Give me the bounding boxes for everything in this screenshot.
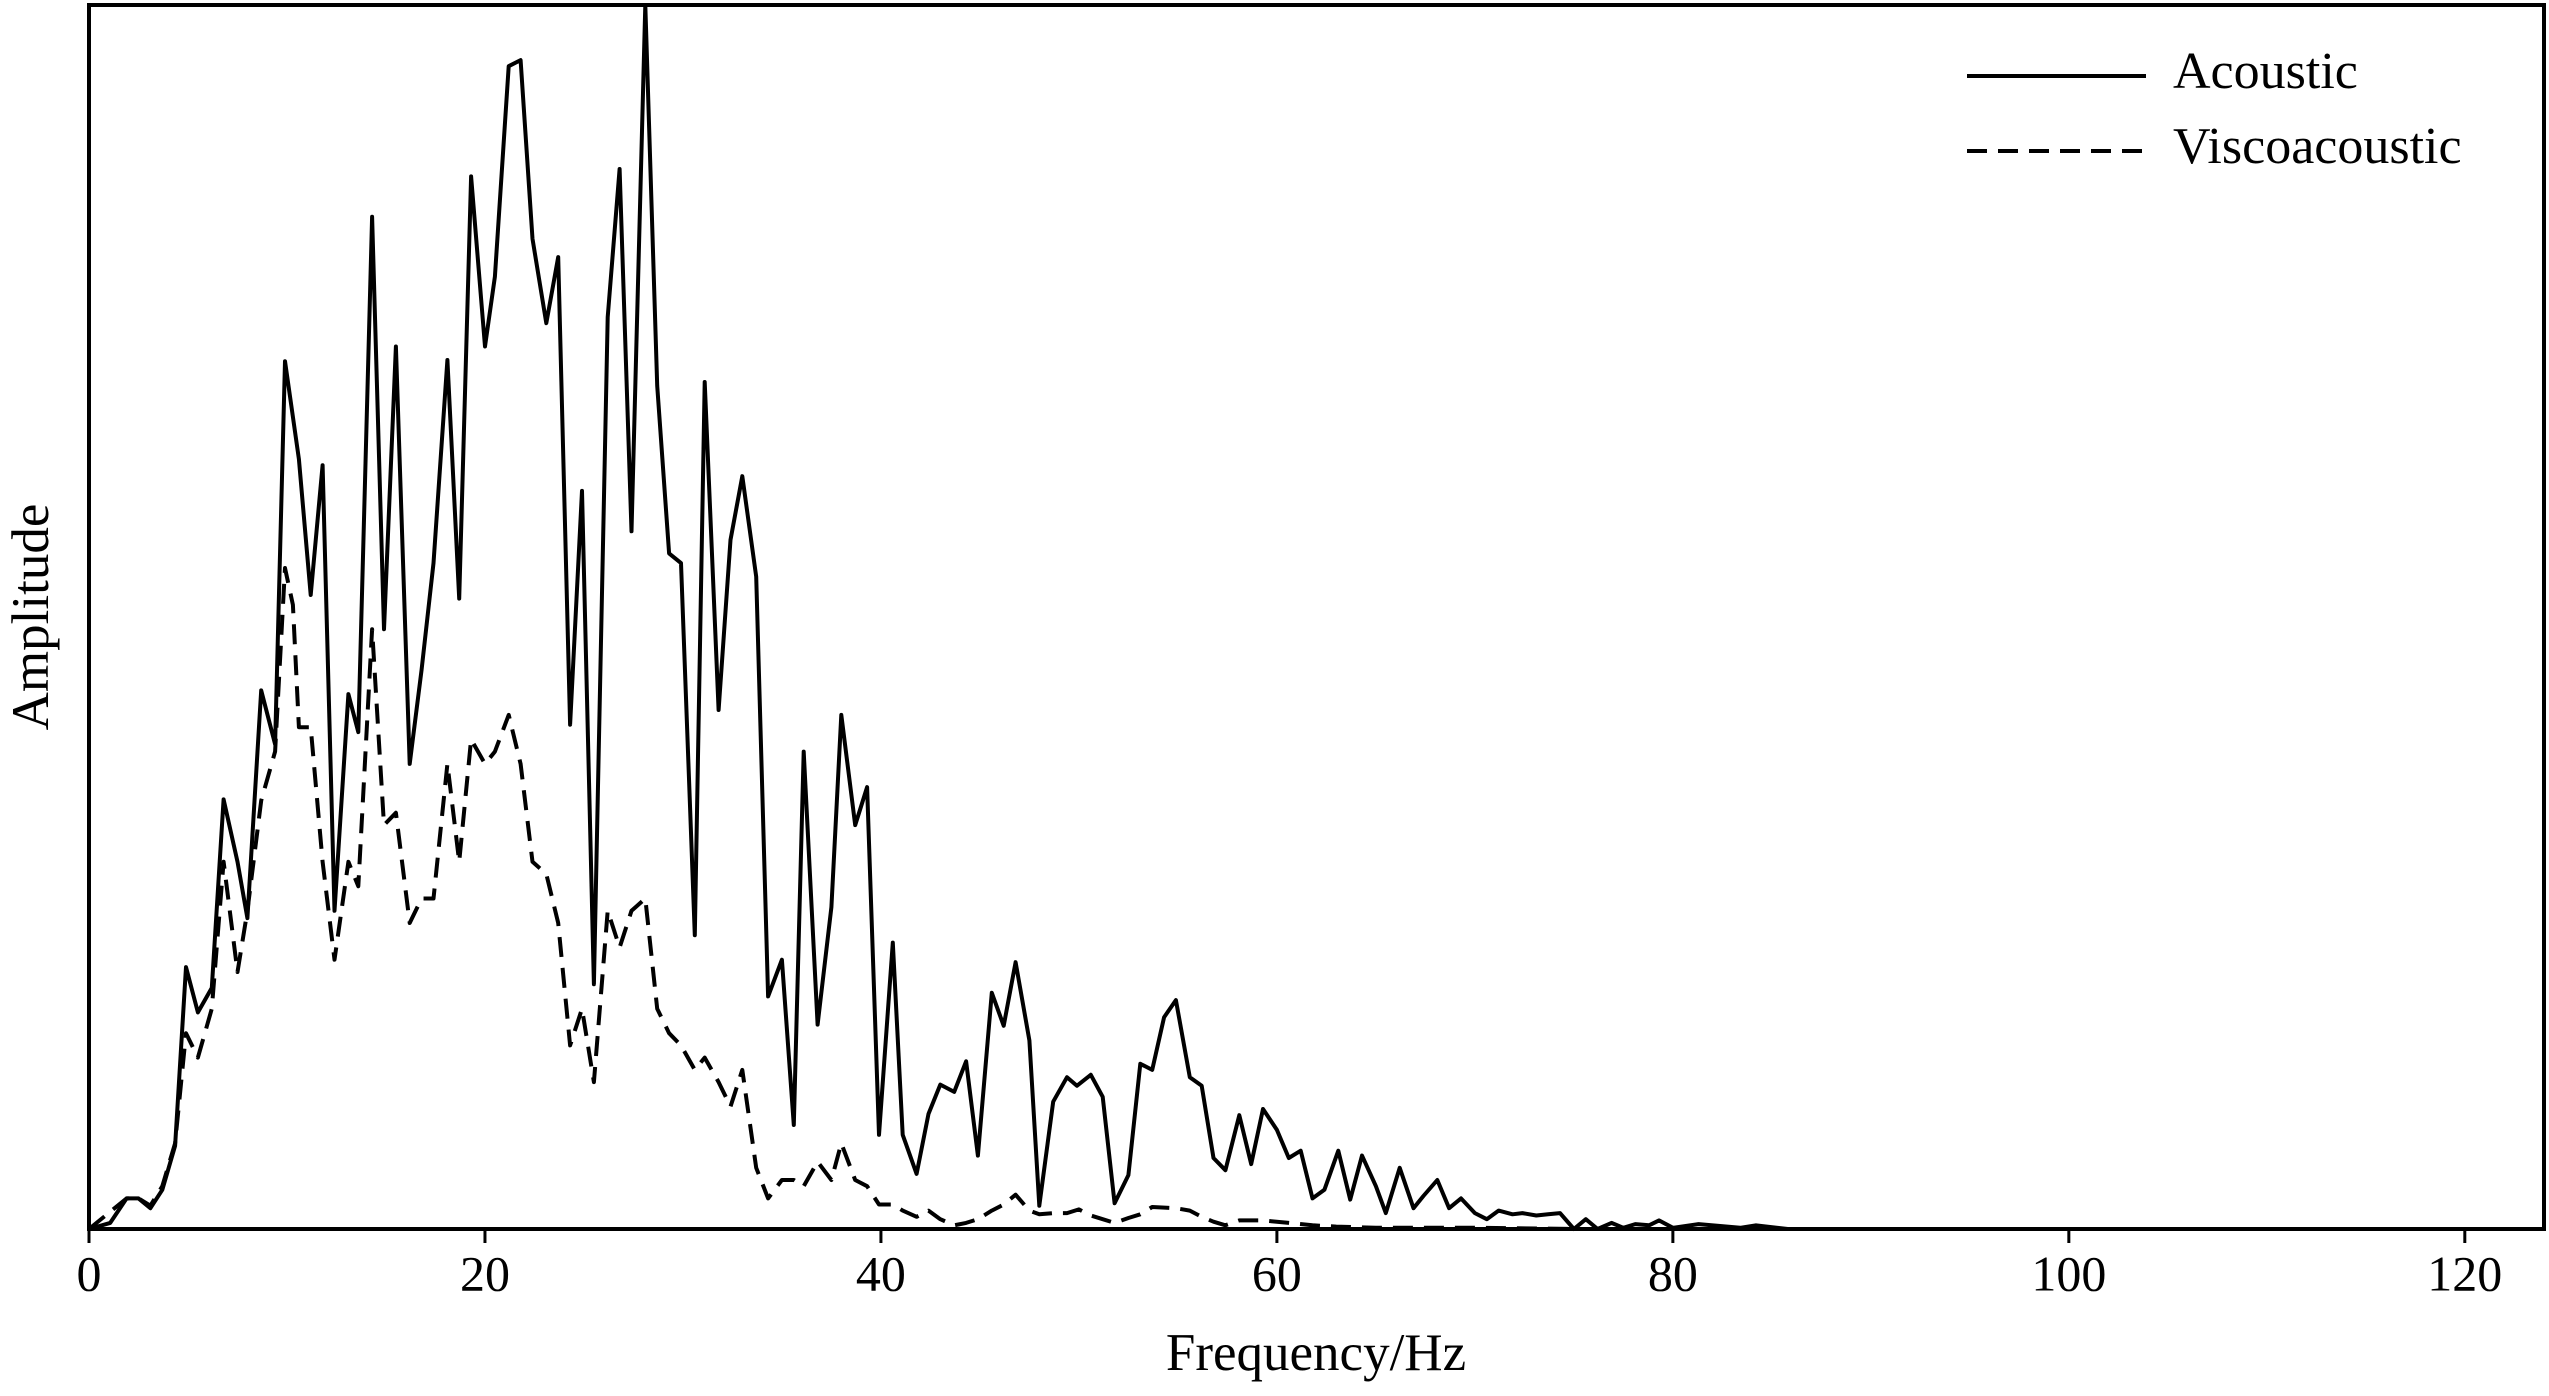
plot-frame (87, 3, 2546, 1231)
x-tick-label: 40 (856, 1245, 906, 1301)
x-tick-label: 20 (460, 1245, 510, 1301)
legend-label: Acoustic (2173, 43, 2358, 100)
x-axis-label: Frequency/Hz (1166, 1324, 1466, 1382)
x-tick-label: 80 (1648, 1245, 1698, 1301)
line-series (88, 3, 2544, 1231)
x-tick-label: 60 (1252, 1245, 1302, 1301)
x-tick-label: 120 (2427, 1245, 2502, 1301)
legend-label: Viscoacoustic (2173, 118, 2462, 175)
x-tick-label: 100 (2031, 1245, 2106, 1301)
line-series (87, 566, 2544, 1231)
x-tick-label: 0 (77, 1245, 102, 1301)
y-axis-label: Amplitude (2, 504, 60, 731)
